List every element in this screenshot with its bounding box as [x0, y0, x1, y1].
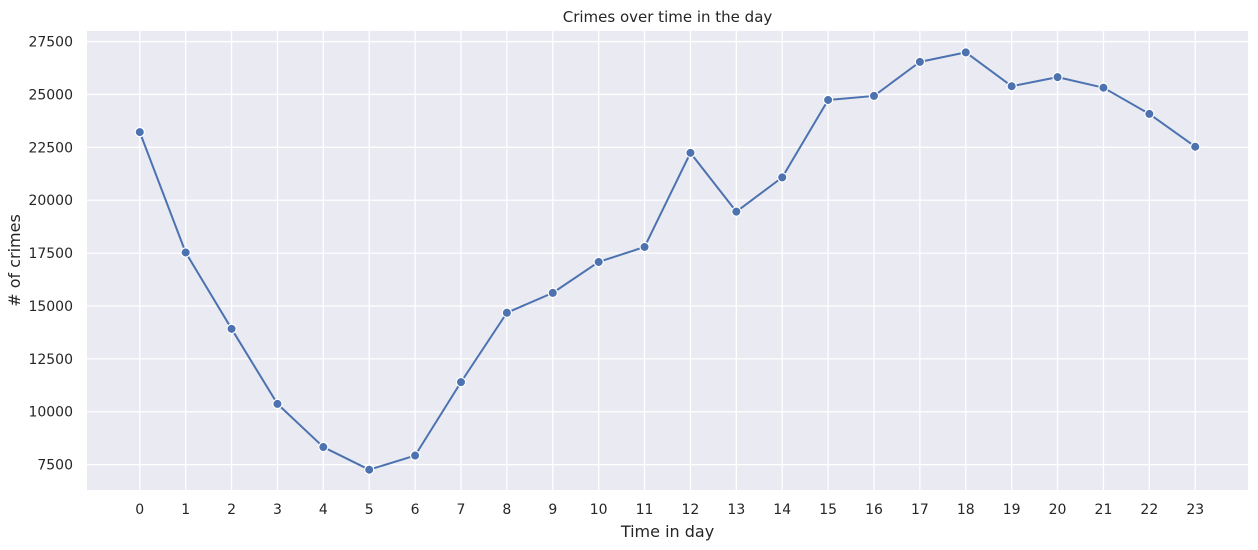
plot-background: [87, 31, 1248, 490]
x-tick-label: 11: [636, 502, 654, 518]
data-point: [455, 376, 467, 388]
data-point: [593, 256, 604, 268]
x-tick-label: 14: [773, 502, 791, 518]
x-tick-label: 12: [682, 502, 700, 518]
x-tick-label: 3: [273, 502, 282, 518]
y-tick-label: 20000: [28, 193, 73, 209]
data-point: [868, 90, 880, 102]
x-tick-labels: 0 1 2 3 4 5 6 7 8 9 10 11 12 13 14 15 16 17 18 19 20 21 22 23: [135, 502, 1204, 518]
x-tick-label: 16: [865, 502, 883, 518]
data-point: [1098, 82, 1109, 93]
x-tick-label: 5: [365, 502, 374, 518]
x-tick-label: 6: [411, 502, 420, 518]
x-tick-label: 9: [548, 502, 557, 518]
data-point: [777, 172, 788, 183]
x-tick-label: 20: [1049, 502, 1067, 518]
data-point: [960, 47, 971, 58]
x-axis-label: Time in day: [620, 522, 714, 541]
x-tick-label: 21: [1095, 502, 1113, 518]
y-tick-label: 15000: [28, 299, 73, 315]
markers-layer: [134, 47, 1201, 475]
data-point: [501, 307, 513, 318]
series-line: [138, 51, 1196, 471]
data-point: [364, 464, 375, 475]
x-tick-label: 17: [911, 502, 929, 518]
data-point: [547, 287, 558, 299]
data-point: [318, 441, 329, 453]
y-tick-labels: 7500 10000 12500 15000 17500 20000 22500 25000 2…: [28, 35, 73, 474]
y-axis-label: # of crimes: [5, 214, 24, 307]
data-point: [914, 56, 926, 68]
data-point: [134, 126, 145, 138]
x-tick-label: 2: [227, 502, 236, 518]
x-tick-label: 1: [181, 502, 190, 518]
chart-title: Crimes over time in the day: [563, 8, 773, 26]
x-tick-label: 8: [502, 502, 511, 518]
data-point: [822, 94, 834, 106]
x-tick-label: 19: [1003, 502, 1021, 518]
series-layer: [138, 51, 1196, 471]
data-point: [639, 241, 650, 253]
x-tick-label: 0: [135, 502, 144, 518]
x-tick-label: 7: [457, 502, 466, 518]
x-tick-label: 4: [319, 502, 328, 518]
y-tick-label: 22500: [28, 140, 73, 156]
data-point: [731, 206, 742, 217]
y-tick-label: 25000: [28, 87, 73, 103]
data-point: [1052, 71, 1063, 83]
data-point: [1144, 108, 1155, 120]
x-tick-label: 23: [1186, 502, 1204, 518]
y-tick-label: 7500: [37, 458, 73, 474]
x-tick-label: 13: [727, 502, 745, 518]
y-tick-label: 17500: [28, 246, 73, 262]
data-point: [180, 247, 191, 258]
y-tick-label: 27500: [28, 35, 73, 51]
data-point: [272, 398, 283, 410]
x-tick-label: 10: [590, 502, 608, 518]
x-tick-label: 18: [957, 502, 975, 518]
data-point: [1190, 141, 1201, 152]
y-tick-label: 10000: [28, 405, 73, 421]
data-point: [226, 323, 237, 335]
data-point: [1006, 81, 1017, 92]
x-tick-label: 15: [819, 502, 837, 518]
x-tick-label: 22: [1140, 502, 1158, 518]
data-point: [409, 450, 421, 461]
data-point: [685, 147, 696, 159]
y-tick-label: 12500: [28, 352, 73, 368]
grid-lines: [87, 31, 1248, 490]
